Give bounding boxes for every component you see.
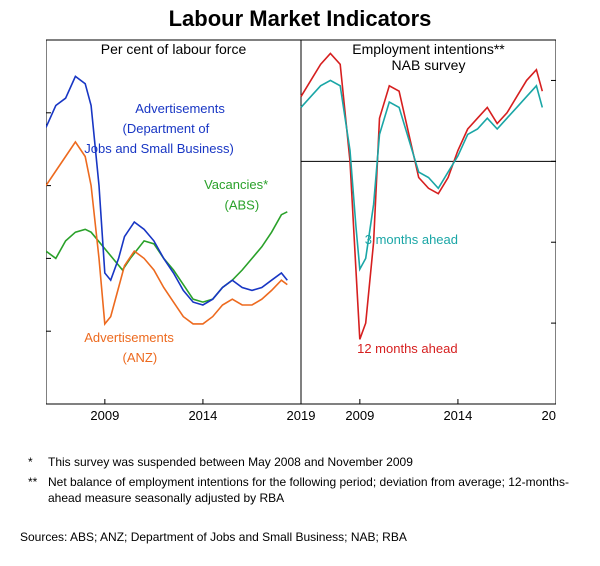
svg-text:2014: 2014 <box>443 408 472 423</box>
svg-text:Per cent of labour force: Per cent of labour force <box>101 41 247 57</box>
chart-title: Labour Market Indicators <box>0 6 600 32</box>
svg-text:Advertisements: Advertisements <box>84 330 174 345</box>
svg-text:12 months ahead: 12 months ahead <box>357 341 457 356</box>
footnote-1-marker: * <box>28 454 48 470</box>
svg-text:3 months ahead: 3 months ahead <box>365 232 458 247</box>
footnote-1-text: This survey was suspended between May 20… <box>48 455 413 469</box>
svg-text:Vacancies*: Vacancies* <box>204 177 268 192</box>
svg-text:(ABS): (ABS) <box>225 197 260 212</box>
figure-container: Labour Market Indicators 0.51.01.52.02.5… <box>0 0 600 566</box>
svg-text:Advertisements: Advertisements <box>135 101 225 116</box>
svg-text:2009: 2009 <box>345 408 374 423</box>
svg-text:(Department of: (Department of <box>123 121 210 136</box>
svg-text:NAB survey: NAB survey <box>392 57 466 73</box>
svg-text:Employment intentions**: Employment intentions** <box>352 41 505 57</box>
footnote-1: *This survey was suspended between May 2… <box>28 454 413 470</box>
svg-text:2019: 2019 <box>542 408 556 423</box>
svg-text:(ANZ): (ANZ) <box>123 350 158 365</box>
svg-text:Jobs and Small Business): Jobs and Small Business) <box>84 141 234 156</box>
svg-text:2009: 2009 <box>90 408 119 423</box>
footnote-2: **Net balance of employment intentions f… <box>28 474 584 506</box>
footnote-2-text: Net balance of employment intentions for… <box>48 474 578 506</box>
footnote-2-marker: ** <box>28 474 48 490</box>
svg-text:2019: 2019 <box>287 408 316 423</box>
chart-area: 0.51.01.52.02.5200920142019%Per cent of … <box>46 36 556 426</box>
sources-line: Sources: ABS; ANZ; Department of Jobs an… <box>20 530 407 544</box>
chart-svg: 0.51.01.52.02.5200920142019%Per cent of … <box>46 36 556 450</box>
svg-text:2014: 2014 <box>188 408 217 423</box>
